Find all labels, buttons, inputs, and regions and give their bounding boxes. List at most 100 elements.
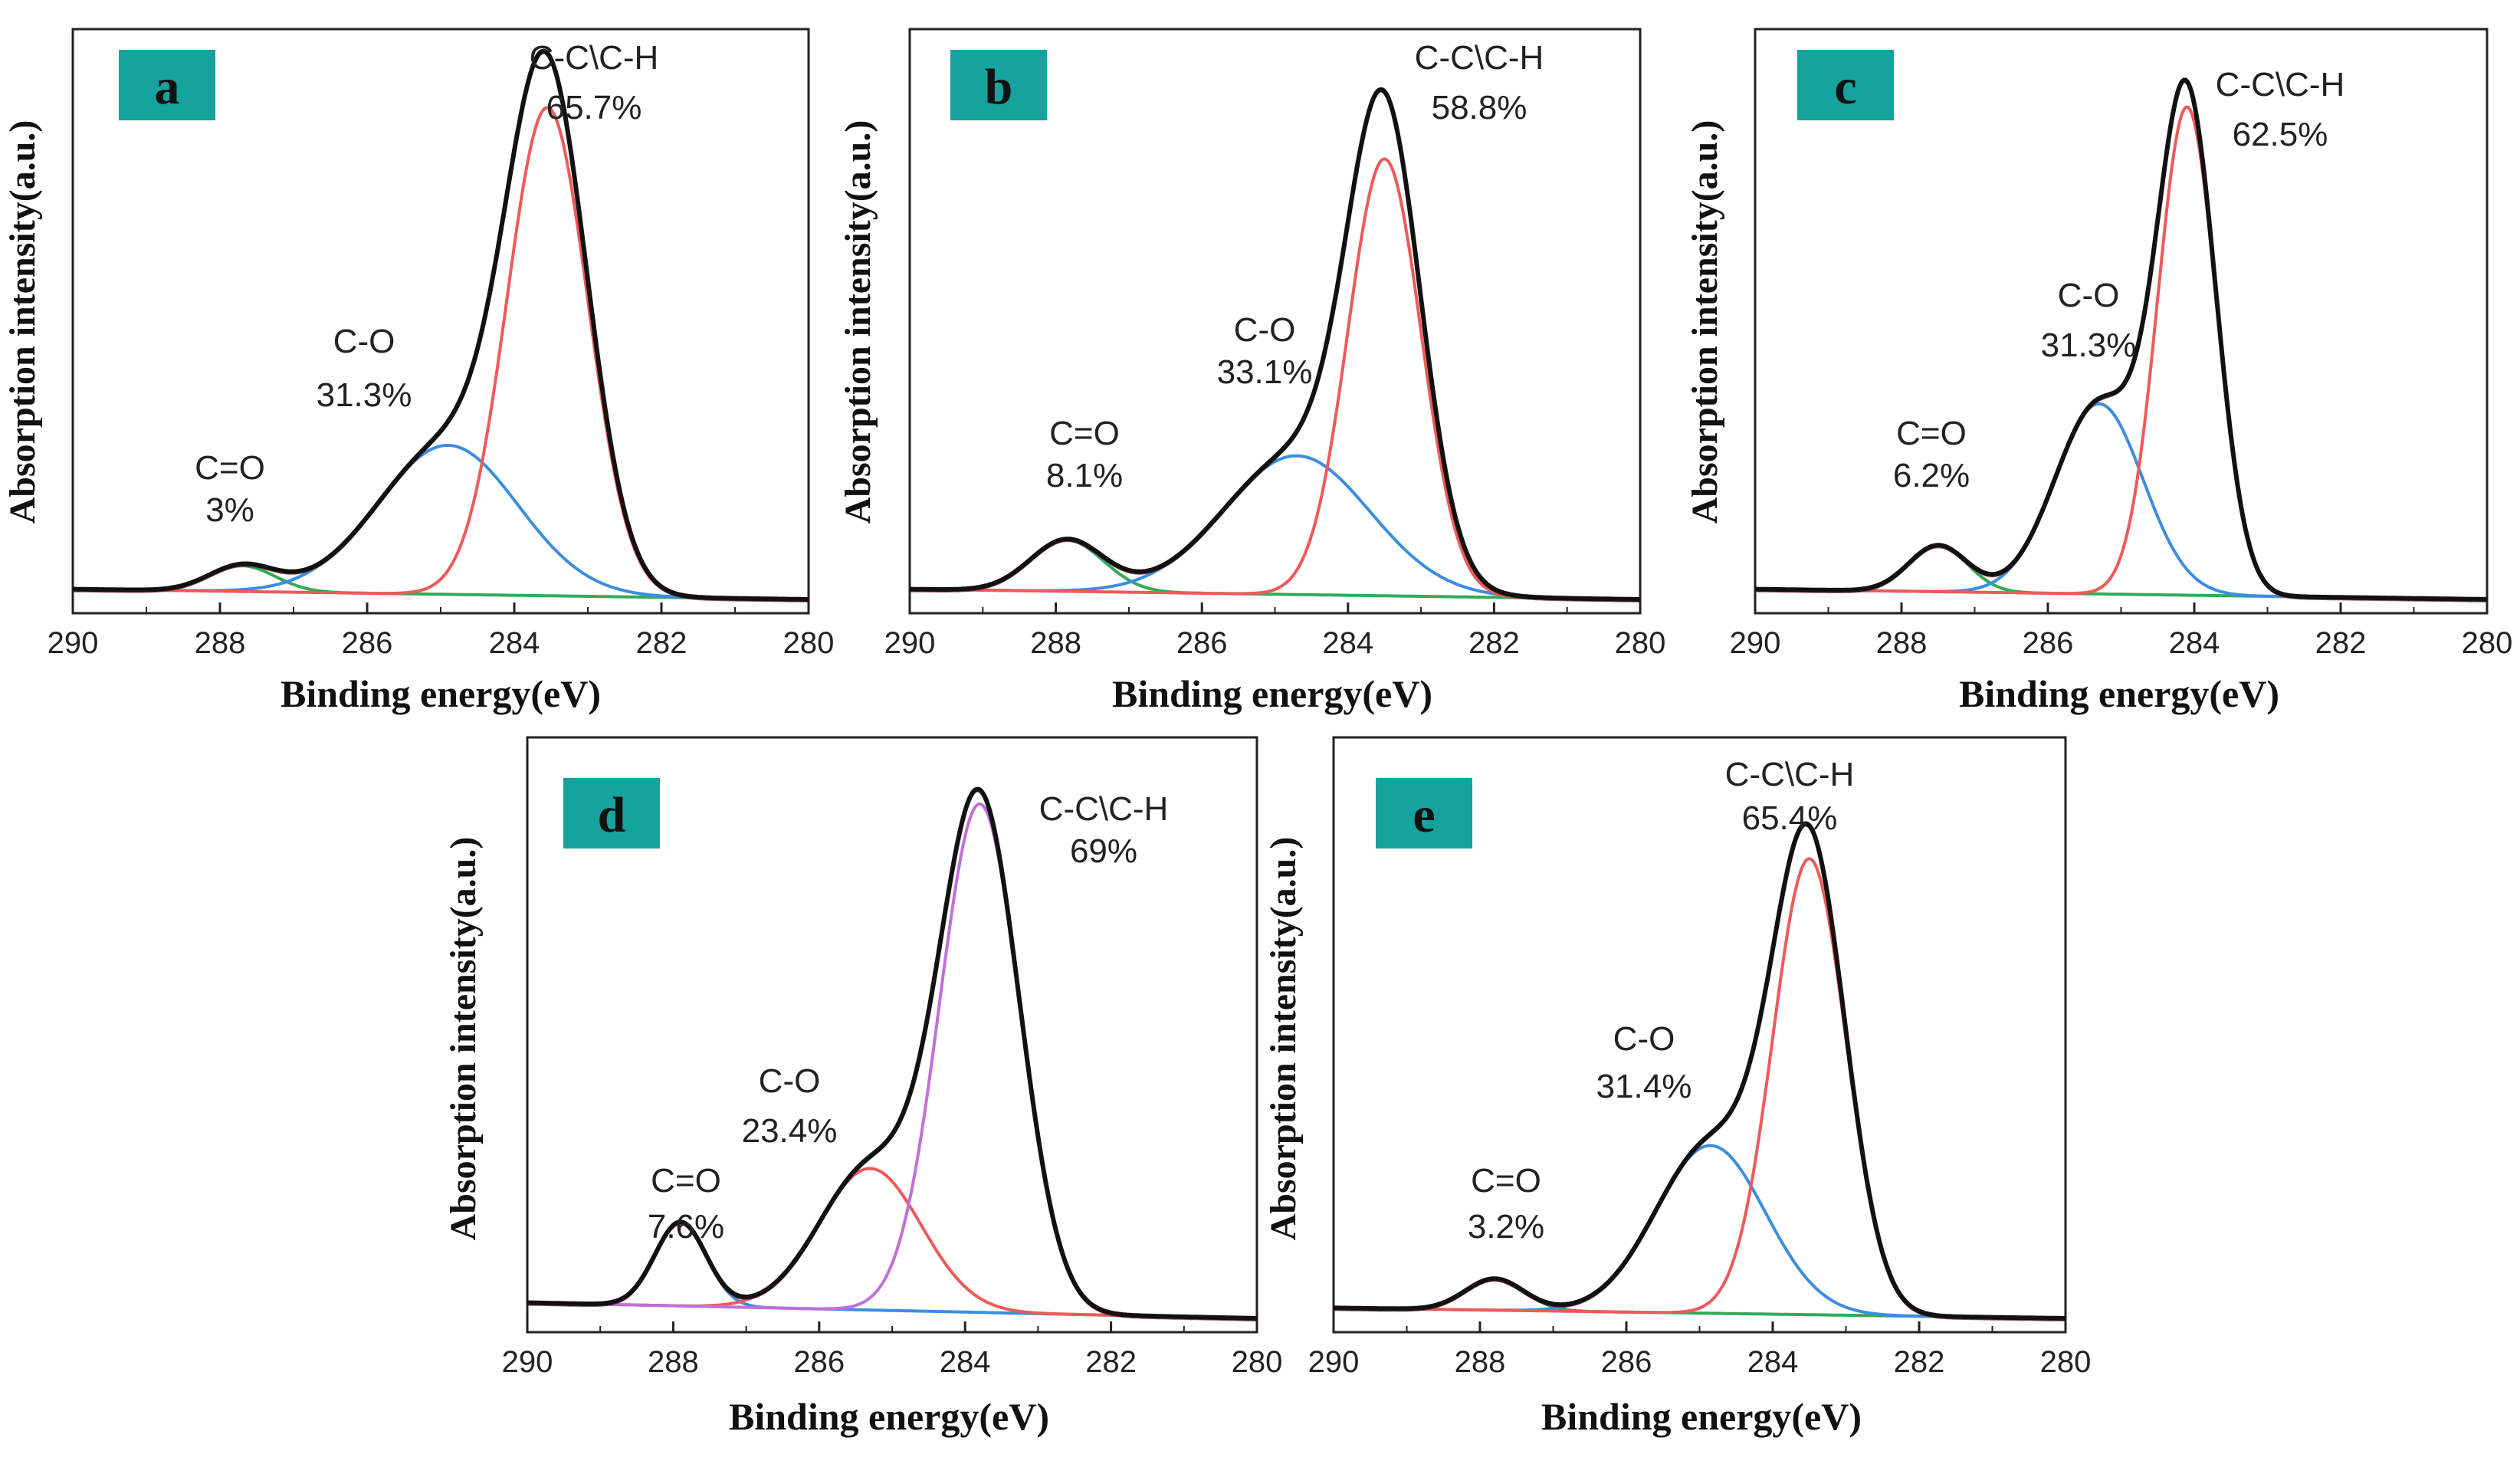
y-axis-title: Absorption intensity(a.u.) <box>1263 837 1304 1241</box>
x-tick-label: 280 <box>783 626 835 660</box>
y-axis-title: Absorption intensity(a.u.) <box>2 120 43 524</box>
peak-name-label: C-O <box>2058 277 2120 314</box>
panel-label: c <box>1834 59 1856 115</box>
peak-e-0 <box>1333 1277 2066 1320</box>
x-tick-label: 286 <box>1601 1345 1652 1379</box>
x-tick-label: 286 <box>2023 626 2074 660</box>
x-tick-label: 290 <box>502 1345 553 1379</box>
x-tick-label: 282 <box>2315 626 2367 660</box>
peak-name-label: C-C\C-H <box>530 39 659 77</box>
x-tick-label: 290 <box>48 626 99 660</box>
peak-name-label: C-C\C-H <box>1725 756 1855 793</box>
fit-curve <box>73 51 809 602</box>
peak-percent-label: 65.7% <box>546 89 642 126</box>
peak-percent-label: 65.4% <box>1742 799 1838 837</box>
x-tick-label: 284 <box>1322 626 1373 660</box>
peak-percent-label: 3.2% <box>1468 1208 1544 1246</box>
peak-percent-label: 8.1% <box>1046 457 1123 494</box>
x-tick-label: 280 <box>2040 1345 2092 1379</box>
panel-label-badge <box>950 50 1047 120</box>
peak-a-2 <box>73 106 809 601</box>
x-axis-title: Binding energy(eV) <box>1959 672 2279 715</box>
peak-percent-label: 31.3% <box>2041 327 2137 364</box>
peak-percent-label: 31.4% <box>1596 1068 1692 1105</box>
x-tick-label: 280 <box>2462 626 2513 660</box>
peak-c-1 <box>1755 402 2487 601</box>
fit-curve <box>1333 823 2066 1321</box>
panel-d: 290 288 286 284 282 280 Binding energy(eV) Abso… <box>443 736 1283 1438</box>
x-axis-title: Binding energy(eV) <box>1112 672 1432 715</box>
x-tick-label: 280 <box>1615 626 1666 660</box>
envelope-curve <box>910 87 1640 602</box>
peak-b-1 <box>910 454 1640 601</box>
peak-percent-label: 7.6% <box>648 1208 724 1246</box>
peak-percent-label: 58.8% <box>1432 89 1527 126</box>
x-tick-label: 282 <box>1894 1345 1945 1379</box>
peak-name-label: C=O <box>1471 1162 1541 1200</box>
panel-label-badge <box>1797 50 1894 120</box>
x-tick-label: 290 <box>1308 1345 1360 1379</box>
x-tick-label: 286 <box>342 626 393 660</box>
x-tick-label: 288 <box>1876 626 1928 660</box>
peak-a-1 <box>73 444 809 601</box>
peak-percent-label: 62.5% <box>2233 116 2328 153</box>
x-tick-label: 284 <box>2169 626 2220 660</box>
peak-name-label: C-O <box>1234 311 1296 349</box>
x-tick-label: 290 <box>1730 626 1781 660</box>
x-tick-label: 288 <box>1030 626 1081 660</box>
x-tick-label: 284 <box>1747 1345 1799 1379</box>
x-tick-label: 288 <box>1455 1345 1506 1379</box>
panel-c: 290 288 286 284 282 280 Binding energy(eV) Abso… <box>1685 28 2513 715</box>
peak-name-label: C=O <box>1049 415 1120 452</box>
envelope-curve <box>73 48 809 602</box>
x-tick-label: 288 <box>195 626 246 660</box>
x-axis-title: Binding energy(eV) <box>281 672 601 715</box>
peak-percent-label: 69% <box>1070 832 1137 870</box>
peak-name-label: C-C\C-H <box>1415 39 1544 77</box>
envelope-curve <box>1333 821 2066 1321</box>
peak-percent-label: 33.1% <box>1217 353 1313 391</box>
x-tick-label: 282 <box>1085 1345 1137 1379</box>
panel-label: a <box>155 59 180 115</box>
peak-e-1 <box>1333 1144 2066 1320</box>
peak-a-0 <box>73 564 809 601</box>
x-tick-label: 280 <box>1232 1345 1283 1379</box>
panel-label-badge <box>1376 778 1472 849</box>
panel-label: e <box>1413 787 1435 843</box>
panel-e: 290 288 286 284 282 280 Binding energy(eV) Abso… <box>1263 736 2092 1438</box>
peak-name-label: C-O <box>759 1062 821 1100</box>
peak-name-label: C=O <box>1896 415 1967 452</box>
envelope-curve <box>527 786 1257 1321</box>
fit-curve <box>527 789 1257 1321</box>
panel-a: 290 288 286 284 282 280 Binding energy(eV) Abso… <box>2 28 835 715</box>
x-tick-label: 282 <box>1468 626 1520 660</box>
x-tick-label: 284 <box>940 1345 991 1379</box>
y-axis-title: Absorption intensity(a.u.) <box>838 120 878 524</box>
peak-name-label: C-O <box>333 323 395 360</box>
panel-label: d <box>598 787 626 843</box>
peak-percent-label: 23.4% <box>742 1112 838 1150</box>
x-tick-label: 288 <box>648 1345 699 1379</box>
x-axis-title: Binding energy(eV) <box>729 1395 1049 1438</box>
peak-name-label: C-O <box>1613 1020 1675 1058</box>
x-tick-label: 286 <box>1176 626 1228 660</box>
peak-name-label: C-C\C-H <box>2216 66 2345 103</box>
envelope-curve <box>1755 77 2487 602</box>
peak-percent-label: 31.3% <box>317 376 412 414</box>
panel-b: 290 288 286 284 282 280 Binding energy(eV) Abso… <box>838 28 1666 715</box>
panel-label-badge <box>563 778 660 849</box>
peak-e-2 <box>1333 857 2066 1320</box>
peak-name-label: C=O <box>651 1162 721 1200</box>
x-tick-label: 282 <box>636 626 687 660</box>
peak-percent-label: 3% <box>205 491 254 529</box>
x-axis-title: Binding energy(eV) <box>1541 1395 1862 1438</box>
peak-d-1 <box>527 1167 1257 1320</box>
y-axis-title: Absorption intensity(a.u.) <box>443 837 484 1241</box>
panel-label-badge <box>119 50 215 120</box>
x-tick-label: 286 <box>793 1345 845 1379</box>
peak-name-label: C=O <box>195 449 265 487</box>
peak-percent-label: 6.2% <box>1893 457 1970 494</box>
peak-name-label: C-C\C-H <box>1039 790 1169 828</box>
peak-d-2 <box>527 802 1257 1320</box>
